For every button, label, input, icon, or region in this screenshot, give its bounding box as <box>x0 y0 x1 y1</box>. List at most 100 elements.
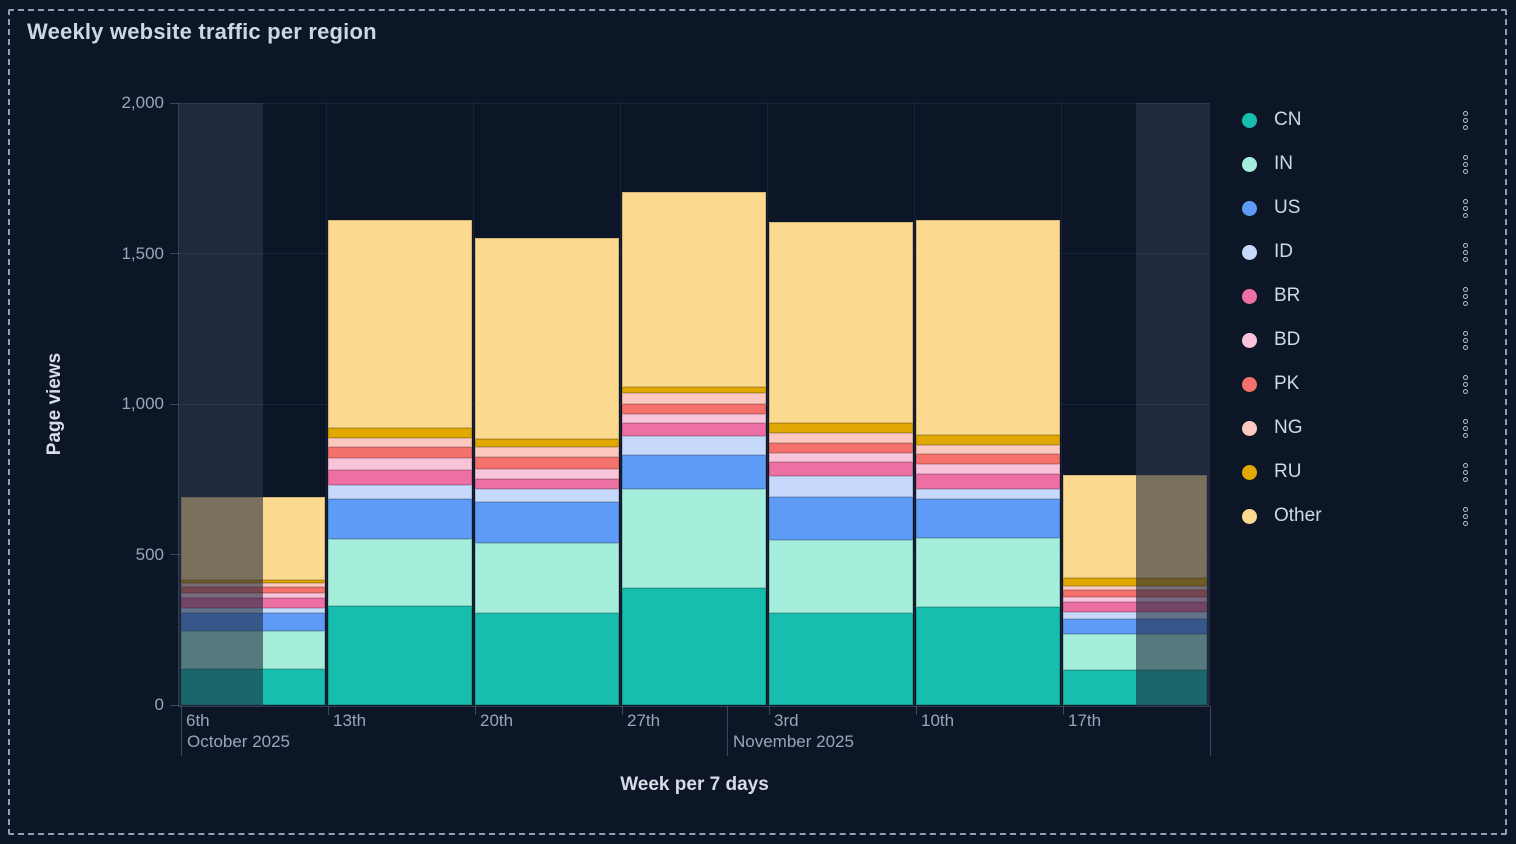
bar-segment-bd-week-27th[interactable] <box>622 413 766 423</box>
legend-label[interactable]: CN <box>1274 109 1302 130</box>
bar-segment-br-week-20th[interactable] <box>475 479 619 490</box>
legend-label[interactable]: IN <box>1274 153 1293 174</box>
legend-item-id[interactable]: ID <box>1242 230 1470 274</box>
y-tick-label: 500 <box>135 544 164 564</box>
kebab-dot <box>1463 205 1468 211</box>
kebab-dot <box>1463 293 1468 299</box>
legend-item-ru[interactable]: RU <box>1242 450 1470 494</box>
bar-segment-cn-week-27th[interactable] <box>622 587 766 705</box>
bar-segment-other-week-13th[interactable] <box>328 220 472 428</box>
legend-label[interactable]: PK <box>1274 373 1300 394</box>
bar-segment-us-week-20th[interactable] <box>475 501 619 544</box>
bar-segment-pk-week-13th[interactable] <box>328 447 472 459</box>
legend-label[interactable]: US <box>1274 197 1301 218</box>
bar-segment-ru-week-20th[interactable] <box>475 438 619 447</box>
bar-segment-pk-week-10th[interactable] <box>916 453 1060 465</box>
bar-segment-bd-week-3rd[interactable] <box>769 452 913 462</box>
kebab-vertical-icon[interactable] <box>1461 327 1470 354</box>
legend-label[interactable]: Other <box>1274 505 1322 526</box>
bar-segment-us-week-27th[interactable] <box>622 455 766 490</box>
kebab-vertical-icon[interactable] <box>1461 239 1470 266</box>
bar-segment-in-week-3rd[interactable] <box>769 540 913 613</box>
bar-segment-other-week-3rd[interactable] <box>769 221 913 423</box>
kebab-dot <box>1463 168 1468 174</box>
bar-segment-cn-week-3rd[interactable] <box>769 612 913 705</box>
month-label: November 2025 <box>733 732 854 751</box>
bar-segment-bd-week-13th[interactable] <box>328 458 472 470</box>
bar-segment-cn-week-20th[interactable] <box>475 613 619 705</box>
bar-segment-ng-week-20th[interactable] <box>475 446 619 458</box>
bar-segment-ru-week-3rd[interactable] <box>769 422 913 434</box>
bar-segment-br-week-17th[interactable] <box>1063 601 1207 612</box>
kebab-dot <box>1463 337 1468 343</box>
kebab-dot <box>1463 476 1468 482</box>
bar-segment-id-week-10th[interactable] <box>916 489 1060 500</box>
legend-label[interactable]: RU <box>1274 461 1302 482</box>
kebab-vertical-icon[interactable] <box>1461 195 1470 222</box>
bar-segment-pk-week-17th[interactable] <box>1063 590 1207 598</box>
legend-item-pk[interactable]: PK <box>1242 362 1470 406</box>
x-tick <box>1210 706 1211 756</box>
bar-segment-cn-week-10th[interactable] <box>916 607 1060 705</box>
kebab-vertical-icon[interactable] <box>1461 415 1470 442</box>
kebab-vertical-icon[interactable] <box>1461 459 1470 486</box>
legend-label[interactable]: NG <box>1274 417 1303 438</box>
kebab-vertical-icon[interactable] <box>1461 151 1470 178</box>
bar-segment-bd-week-20th[interactable] <box>475 469 619 480</box>
bar-segment-ng-week-13th[interactable] <box>328 437 472 448</box>
bar-segment-pk-week-20th[interactable] <box>475 457 619 470</box>
legend-item-br[interactable]: BR <box>1242 274 1470 318</box>
legend-item-ng[interactable]: NG <box>1242 406 1470 450</box>
kebab-dot <box>1463 520 1468 526</box>
bar-segment-in-week-10th[interactable] <box>916 538 1060 608</box>
y-gridline <box>179 102 1210 104</box>
bar-segment-pk-week-3rd[interactable] <box>769 443 913 453</box>
bar-segment-in-week-20th[interactable] <box>475 543 619 614</box>
bar-segment-ng-week-27th[interactable] <box>622 393 766 405</box>
bar-segment-ng-week-17th[interactable] <box>1063 585 1207 590</box>
bar-segment-us-week-13th[interactable] <box>328 499 472 540</box>
bar-segment-other-week-20th[interactable] <box>475 238 619 439</box>
bar-segment-in-week-13th[interactable] <box>328 539 472 606</box>
bar-segment-ng-week-10th[interactable] <box>916 444 1060 454</box>
bar-segment-br-week-3rd[interactable] <box>769 461 913 476</box>
legend-label[interactable]: BD <box>1274 329 1301 350</box>
bar-segment-ru-week-27th[interactable] <box>622 386 766 394</box>
kebab-vertical-icon[interactable] <box>1461 371 1470 398</box>
legend-label[interactable]: ID <box>1274 241 1293 262</box>
legend-item-in[interactable]: IN <box>1242 142 1470 186</box>
legend-item-other[interactable]: Other <box>1242 494 1470 538</box>
bar-segment-id-week-17th[interactable] <box>1063 611 1207 620</box>
x-tick <box>622 706 623 715</box>
bar-segment-us-week-3rd[interactable] <box>769 496 913 541</box>
legend-label[interactable]: BR <box>1274 285 1301 306</box>
legend-item-us[interactable]: US <box>1242 186 1470 230</box>
bar-segment-bd-week-17th[interactable] <box>1063 597 1207 602</box>
bar-segment-ru-week-17th[interactable] <box>1063 578 1207 586</box>
bar-segment-ru-week-10th[interactable] <box>916 435 1060 445</box>
bar-segment-ru-week-13th[interactable] <box>328 427 472 438</box>
kebab-vertical-icon[interactable] <box>1461 283 1470 310</box>
kebab-vertical-icon[interactable] <box>1461 107 1470 134</box>
bar-segment-id-week-27th[interactable] <box>622 436 766 456</box>
bar-segment-id-week-20th[interactable] <box>475 489 619 502</box>
y-tick <box>170 253 179 254</box>
bar-segment-other-week-27th[interactable] <box>622 191 766 387</box>
bar-segment-in-week-27th[interactable] <box>622 489 766 588</box>
kebab-vertical-icon[interactable] <box>1461 503 1470 530</box>
bar-segment-us-week-10th[interactable] <box>916 499 1060 539</box>
bar-segment-br-week-10th[interactable] <box>916 473 1060 490</box>
bar-segment-id-week-13th[interactable] <box>328 484 472 500</box>
bar-segment-other-week-10th[interactable] <box>916 220 1060 436</box>
bar-segment-bd-week-10th[interactable] <box>916 464 1060 474</box>
legend-item-bd[interactable]: BD <box>1242 318 1470 362</box>
bar-segment-br-week-27th[interactable] <box>622 422 766 437</box>
bar-segment-ng-week-3rd[interactable] <box>769 433 913 444</box>
bar-segment-cn-week-13th[interactable] <box>328 605 472 705</box>
legend-item-cn[interactable]: CN <box>1242 98 1470 142</box>
bar-segment-id-week-3rd[interactable] <box>769 475 913 497</box>
kebab-dot <box>1463 381 1468 387</box>
bar-segment-br-week-13th[interactable] <box>328 469 472 485</box>
bar-segment-pk-week-27th[interactable] <box>622 404 766 414</box>
x-tick <box>475 706 476 715</box>
